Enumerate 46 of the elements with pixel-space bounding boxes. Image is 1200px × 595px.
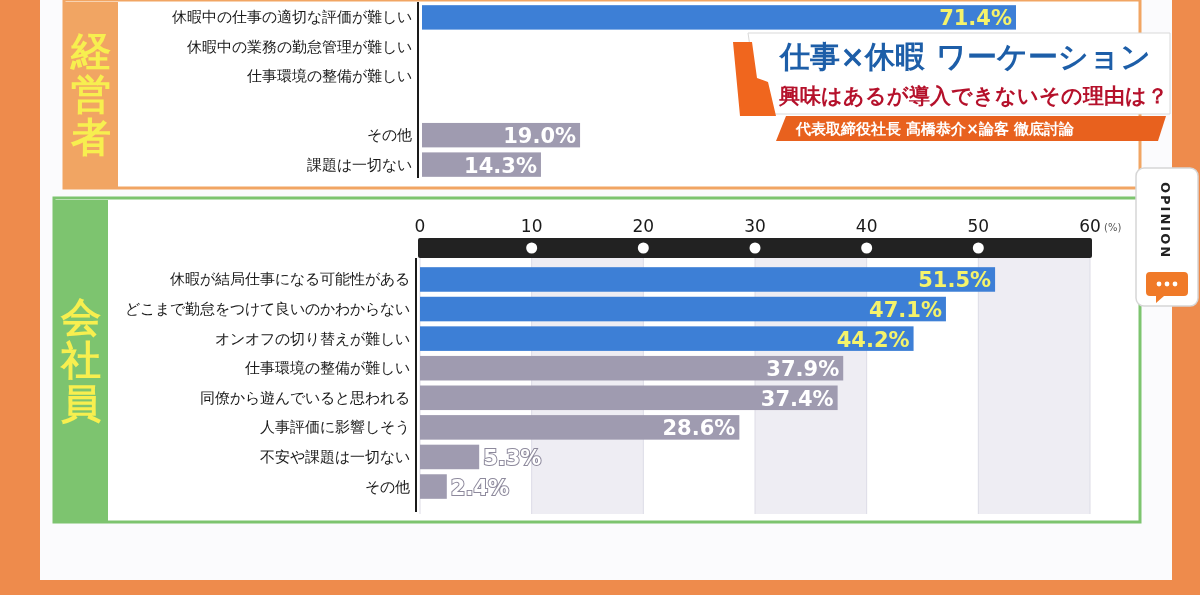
- x-tick-label: 30: [744, 216, 766, 236]
- data-label: 71.4%: [939, 6, 1012, 31]
- y-axis-title: 経営者: [70, 27, 111, 161]
- y-tick-label: 人事評価に影響しそう: [260, 418, 410, 437]
- y-tick-label: 仕事環境の整備が難しい: [246, 67, 412, 86]
- bar: [420, 415, 740, 440]
- x-tick-label: 50: [967, 216, 990, 236]
- bar: [420, 296, 946, 322]
- bar: [420, 326, 914, 351]
- data-label: 14.3%: [464, 153, 537, 178]
- bar: [420, 474, 447, 499]
- bar: [420, 355, 844, 381]
- y-tick-label: 休暇中の業務の勤怠管理が難しい: [187, 37, 412, 56]
- x-axis-title: (%): [1104, 222, 1122, 233]
- x-tick-label: 60: [1079, 216, 1101, 236]
- y-tick-label: 仕事環境の整備が難しい: [244, 359, 410, 378]
- y-tick-label: オンオフの切り替えが難しい: [215, 329, 410, 348]
- y-axis-title: 会社員: [60, 293, 101, 427]
- text: 興味はあるが導入できないその理由は？: [778, 84, 1168, 108]
- data-label: 44.2%: [836, 327, 910, 352]
- data-label: 2.4%: [450, 475, 510, 500]
- data-label: 37.9%: [766, 357, 840, 382]
- data-label: 37.4%: [760, 386, 834, 411]
- bar: [420, 267, 996, 292]
- data-label: 19.0%: [503, 124, 577, 149]
- annotation: 代表取締役社長 髙橋恭介×論客 徹底討論: [795, 120, 1076, 138]
- x-tick-label: 0: [414, 216, 426, 236]
- y-tick-label: その他: [367, 126, 412, 145]
- x-tick-label: 10: [520, 216, 543, 236]
- y-tick-label: 同僚から遊んでいると思われる: [200, 388, 410, 407]
- y-tick-label: どこまで勤怠をつけて良いのかわからない: [125, 300, 410, 319]
- text: OPINION: [1158, 182, 1173, 260]
- bar: [420, 444, 480, 470]
- y-tick-label: 休暇中の仕事の適切な評価が難しい: [172, 8, 412, 27]
- data-label: 28.6%: [662, 416, 736, 441]
- y-tick-label: その他: [365, 477, 410, 496]
- y-tick-label: 不安や課題は一切ない: [260, 447, 410, 466]
- x-tick-label: 40: [855, 216, 878, 236]
- bar: [420, 385, 838, 411]
- text: 仕事×休暇 ワーケーション: [778, 39, 1151, 74]
- data-label: 47.1%: [869, 298, 942, 323]
- data-label: 5.3%: [483, 445, 542, 470]
- data-label: 51.5%: [918, 268, 992, 293]
- y-tick-label: 課題は一切ない: [307, 155, 412, 174]
- x-tick-label: 20: [632, 216, 655, 236]
- y-tick-label: 休暇が結局仕事になる可能性がある: [170, 270, 410, 289]
